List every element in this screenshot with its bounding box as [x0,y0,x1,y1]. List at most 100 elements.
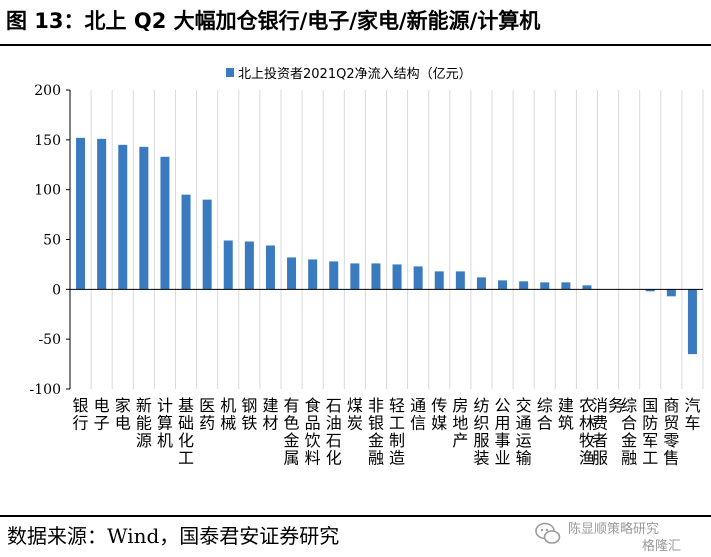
bar-家电 [118,144,128,290]
svg-text:品: 品 [305,414,321,433]
svg-text:军: 军 [642,431,658,450]
source-note: 数据来源：Wind，国泰君安证券研究 [7,524,340,548]
svg-text:电: 电 [94,396,110,415]
category-label: 建材 [262,396,278,433]
bar-煤炭 [350,263,360,290]
svg-text:能: 能 [136,414,152,433]
svg-text:装: 装 [473,449,489,468]
svg-text:药: 药 [199,414,215,433]
bar-汽车 [687,289,697,355]
svg-text:传: 传 [431,396,447,415]
category-label: 电子 [94,396,110,433]
category-label: 钢铁 [241,396,257,433]
svg-text:饮: 饮 [305,431,321,450]
category-label: 房地产 [452,396,468,450]
svg-text:防: 防 [642,414,658,433]
category-label: 建筑 [558,396,574,433]
bar-房地产 [455,271,465,290]
svg-text:造: 造 [389,449,405,468]
svg-text:运: 运 [516,431,532,450]
legend-label: 北上投资者2021Q2净流入结构（亿元） [238,66,472,82]
category-label: 煤炭 [347,396,363,433]
svg-text:食: 食 [305,396,321,415]
category-label: 综合 [537,396,553,433]
gridlines [69,90,704,389]
svg-text:基: 基 [178,396,194,415]
bar-农林牧渔 [582,285,592,290]
category-label: 汽车 [684,396,700,433]
bar-医药 [202,199,212,290]
bars [76,137,697,355]
svg-text:新: 新 [136,396,152,415]
bar-新能源 [139,146,149,290]
svg-text:子: 子 [94,414,110,433]
svg-text:综: 综 [621,396,637,415]
category-label: 医药 [199,396,215,433]
svg-text:石: 石 [326,431,342,450]
svg-text:房: 房 [452,396,468,415]
legend: 北上投资者2021Q2净流入结构（亿元） [226,66,472,82]
svg-text:工: 工 [178,449,194,468]
bar-机械 [223,240,233,290]
bar-钢铁 [244,241,254,290]
svg-text:料: 料 [305,449,321,468]
watermark: 陈显顺策略研究 格隆汇 [532,517,708,554]
bar-石油石化 [329,261,339,290]
svg-text:输: 输 [516,449,532,468]
watermark-author: 陈显顺策略研究 [568,522,660,537]
category-label: 机械 [220,396,236,433]
svg-text:纺: 纺 [473,396,489,415]
figure-title: 图 13：北上 Q2 大幅加仓银行/电子/家电/新能源/计算机 [6,9,541,33]
svg-text:建: 建 [262,396,278,415]
svg-text:有: 有 [284,396,300,415]
svg-text:渔: 渔 [579,449,595,468]
category-label: 新能源 [136,396,152,450]
svg-text:织: 织 [473,414,489,433]
svg-text:售: 售 [663,449,679,468]
svg-text:公: 公 [495,396,511,415]
svg-text:械: 械 [220,414,236,433]
watermark-brand: 格隆汇 [642,539,682,554]
svg-text:融: 融 [621,449,637,468]
category-label: 通信 [410,396,426,433]
svg-text:地: 地 [452,414,468,433]
category-label: 家电 [115,396,131,433]
svg-text:牧: 牧 [579,431,595,450]
svg-text:车: 车 [684,414,700,433]
svg-text:医: 医 [199,396,215,415]
y-tick-labels: -100 -50 0 50 100 150 200 [30,83,70,398]
svg-text:色: 色 [284,414,300,433]
svg-text:金: 金 [368,431,384,450]
svg-text:汽: 汽 [684,396,700,415]
svg-text:化: 化 [178,431,194,450]
svg-text:交: 交 [516,396,532,415]
svg-text:国: 国 [642,396,658,415]
svg-text:非: 非 [368,396,384,415]
bar-食品饮料 [308,259,318,290]
svg-text:融: 融 [368,449,384,468]
bar-交通运输 [519,281,529,290]
svg-text:业: 业 [495,449,511,468]
title-divider [0,44,711,46]
bar-建筑 [561,282,571,290]
bar-有色金属 [287,257,297,290]
y-tick-label: -100 [30,382,61,398]
y-tick-label: 100 [34,183,61,199]
svg-text:筑: 筑 [558,414,574,433]
category-label: 传媒 [431,396,447,433]
svg-text:产: 产 [452,431,468,450]
bar-综合 [540,282,550,290]
svg-text:用: 用 [495,414,511,433]
bar-电子 [97,138,107,290]
svg-text:服: 服 [473,431,489,450]
